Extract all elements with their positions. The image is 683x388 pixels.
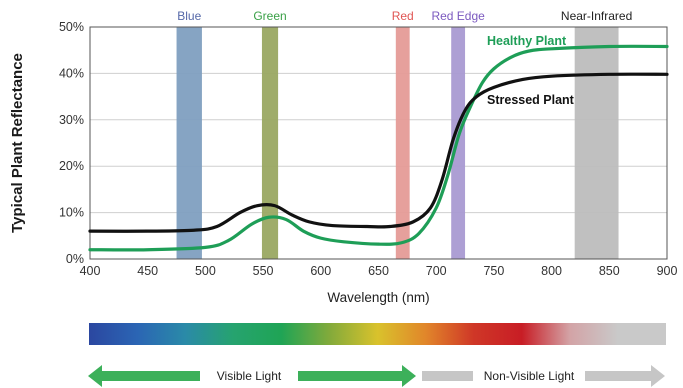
x-axis-label: Wavelength (nm) [327, 290, 429, 305]
y-tick-label: 30% [59, 113, 84, 127]
visible-light-label-bg [200, 367, 298, 385]
x-tick-label: 900 [657, 264, 678, 278]
y-tick-label: 20% [59, 159, 84, 173]
x-tick-label: 400 [80, 264, 101, 278]
series-line-stressed-plant [88, 72, 669, 233]
x-tick-label: 500 [195, 264, 216, 278]
x-tick-labels: 400 450 500 550 600 650 700 750 800 850 900 [80, 264, 678, 278]
non-visible-light-label-bg [473, 367, 585, 385]
spectrum-bar [89, 323, 666, 345]
band-label-red: Red [392, 9, 414, 23]
x-tick-label: 450 [137, 264, 158, 278]
band-blue [176, 27, 202, 259]
series-layer: Healthy Plant Stressed Plant [88, 34, 669, 252]
y-tick-labels: 0% 10% 20% 30% 40% 50% [59, 20, 84, 266]
band-label-red-edge: Red Edge [431, 9, 485, 23]
x-tick-label: 700 [426, 264, 447, 278]
y-tick-label: 50% [59, 20, 84, 34]
series-line-healthy-plant [88, 44, 669, 252]
band-near-infrared [574, 27, 619, 259]
band-red [395, 27, 410, 259]
x-tick-label: 750 [483, 264, 504, 278]
x-tick-label: 800 [541, 264, 562, 278]
y-axis-label: Typical Plant Reflectance [9, 53, 26, 233]
x-tick-label: 650 [368, 264, 389, 278]
light-arrows: Visible Light Non-Visible Light [88, 365, 665, 387]
x-tick-label: 600 [310, 264, 331, 278]
band-label-green: Green [253, 9, 286, 23]
band-green [261, 27, 279, 259]
visible-light-label: Visible Light [217, 369, 282, 383]
y-tick-label: 40% [59, 66, 84, 80]
series-label-stressed-plant: Stressed Plant [487, 93, 575, 107]
y-tick-label: 10% [59, 206, 84, 220]
non-visible-light-label: Non-Visible Light [484, 369, 575, 383]
x-tick-label: 550 [253, 264, 274, 278]
band-label-blue: Blue [177, 9, 201, 23]
x-tick-label: 850 [599, 264, 620, 278]
y-tick-label: 0% [66, 252, 84, 266]
plot-frame [89, 26, 668, 260]
series-label-healthy-plant: Healthy Plant [487, 34, 567, 48]
band-label-near-infrared: Near-Infrared [561, 9, 632, 23]
